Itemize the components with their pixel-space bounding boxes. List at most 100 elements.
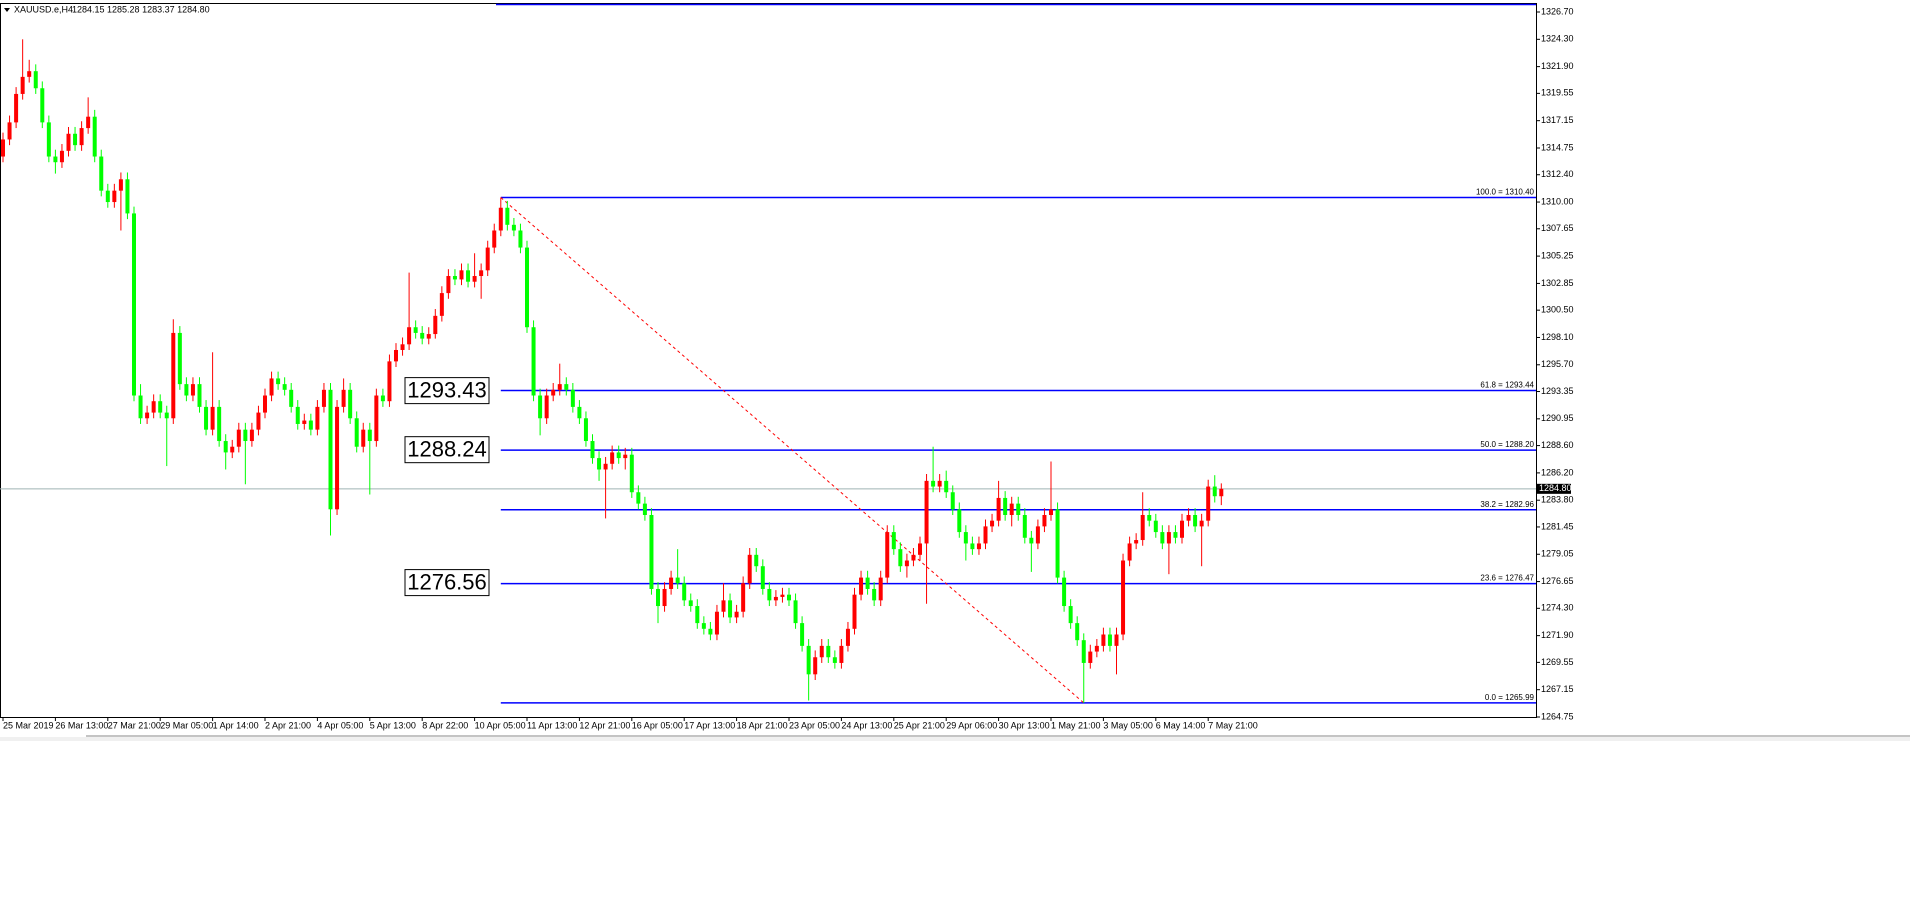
candle-body: [767, 588, 772, 601]
y-tick-label: 1293.35: [1541, 386, 1574, 396]
candle-body: [996, 497, 1001, 521]
candle-body: [164, 412, 169, 419]
candle-body: [538, 395, 543, 419]
candle-body: [86, 116, 91, 129]
candle-body: [787, 594, 791, 601]
x-tick-label: 5 Apr 13:00: [370, 720, 416, 730]
candle-body: [852, 594, 857, 629]
candle-body: [656, 588, 660, 607]
x-tick-label: 25 Apr 21:00: [894, 720, 945, 730]
candle-body: [839, 645, 844, 663]
y-tick-label: 1281.45: [1541, 521, 1574, 531]
candle-body: [1035, 526, 1040, 544]
candle-body: [40, 88, 45, 123]
y-tick-label: 1295.70: [1541, 359, 1574, 369]
candle-body: [426, 334, 431, 339]
candle-body: [138, 395, 143, 419]
candle-body: [46, 122, 51, 157]
x-tick-label: 30 Apr 13:00: [999, 720, 1050, 730]
candle-body: [433, 315, 438, 335]
x-tick-label: 12 Apr 21:00: [579, 720, 630, 730]
candle-body: [452, 276, 457, 280]
candle-body: [616, 452, 621, 459]
candle-body: [990, 520, 995, 527]
menu-arrow: [4, 8, 10, 12]
candle-body: [1094, 645, 1099, 652]
candle-body: [328, 389, 333, 510]
candle-body: [276, 378, 281, 385]
candle-body: [944, 480, 949, 493]
candle-body: [557, 384, 562, 390]
candle-body: [33, 71, 38, 89]
x-tick-label: 3 May 05:00: [1103, 720, 1153, 730]
y-tick-label: 1326.70: [1541, 6, 1574, 16]
x-tick-label: 6 May 14:00: [1156, 720, 1206, 730]
candle-body: [190, 384, 195, 396]
candle-body: [1193, 515, 1198, 527]
candle-body: [66, 133, 71, 151]
candle-body: [184, 384, 189, 396]
candle-body: [773, 596, 778, 601]
candle-body: [380, 395, 385, 402]
x-tick-label: 29 Apr 06:00: [946, 720, 997, 730]
candle-body: [780, 594, 785, 597]
x-tick-label: 17 Apr 13:00: [684, 720, 735, 730]
candle-body: [623, 454, 628, 459]
candle-body: [950, 492, 955, 510]
candle-body: [99, 156, 104, 191]
candle-body: [374, 395, 379, 442]
x-tick-label: 23 Apr 05:00: [789, 720, 840, 730]
candle-body: [865, 577, 870, 589]
candle-body: [27, 71, 32, 77]
y-tick-label: 1314.75: [1541, 142, 1574, 152]
candle-body: [642, 503, 647, 516]
tab-strip: [0, 737, 1910, 741]
candle-body: [564, 384, 569, 390]
candle-body: [14, 93, 19, 123]
candle-body: [348, 389, 353, 419]
candle-body: [832, 657, 837, 663]
price-label-box: [404, 377, 490, 405]
candle-body: [505, 207, 510, 225]
candle-body: [59, 150, 64, 163]
candle-body: [793, 600, 798, 624]
y-tick-label: 1305.25: [1541, 250, 1574, 260]
candle-body: [354, 418, 359, 447]
candle-body: [813, 657, 818, 675]
candle-body: [263, 395, 267, 413]
x-tick-label: 18 Apr 21:00: [737, 720, 788, 730]
current-price-label: 1284.80: [1539, 483, 1572, 493]
candle-body: [682, 583, 687, 601]
candle-body: [1180, 520, 1184, 538]
candle-body: [295, 406, 300, 424]
candle-body: [603, 463, 608, 470]
fib-trendline: [500, 197, 1085, 704]
candle-body: [806, 645, 811, 675]
candle-body: [662, 588, 667, 607]
price-label-box: [404, 436, 490, 464]
y-tick-label: 1321.90: [1541, 61, 1574, 71]
y-tick-label: 1267.15: [1541, 684, 1574, 694]
x-tick-label: 26 Mar 13:00: [55, 720, 108, 730]
candle-body: [721, 600, 726, 612]
candle-body: [145, 412, 150, 419]
candle-body: [394, 349, 398, 362]
candle-body: [610, 452, 615, 464]
x-tick-label: 25 Mar 2019: [3, 720, 54, 730]
candle-body: [472, 276, 477, 282]
candle-body: [112, 190, 117, 203]
candle-body: [1009, 503, 1014, 516]
candle-body: [210, 406, 215, 430]
candle-body: [1068, 606, 1073, 624]
fib-label: 0.0 = 1265.99: [1485, 693, 1535, 702]
candle-body: [1121, 560, 1126, 635]
candle-body: [649, 515, 654, 589]
candle-body: [289, 389, 294, 407]
candle-body: [7, 122, 12, 140]
candle-body: [466, 270, 471, 282]
candle-body: [963, 532, 968, 544]
candle-body: [904, 560, 909, 567]
price-label: 1288.24: [407, 436, 487, 461]
candle-body: [1153, 520, 1158, 533]
